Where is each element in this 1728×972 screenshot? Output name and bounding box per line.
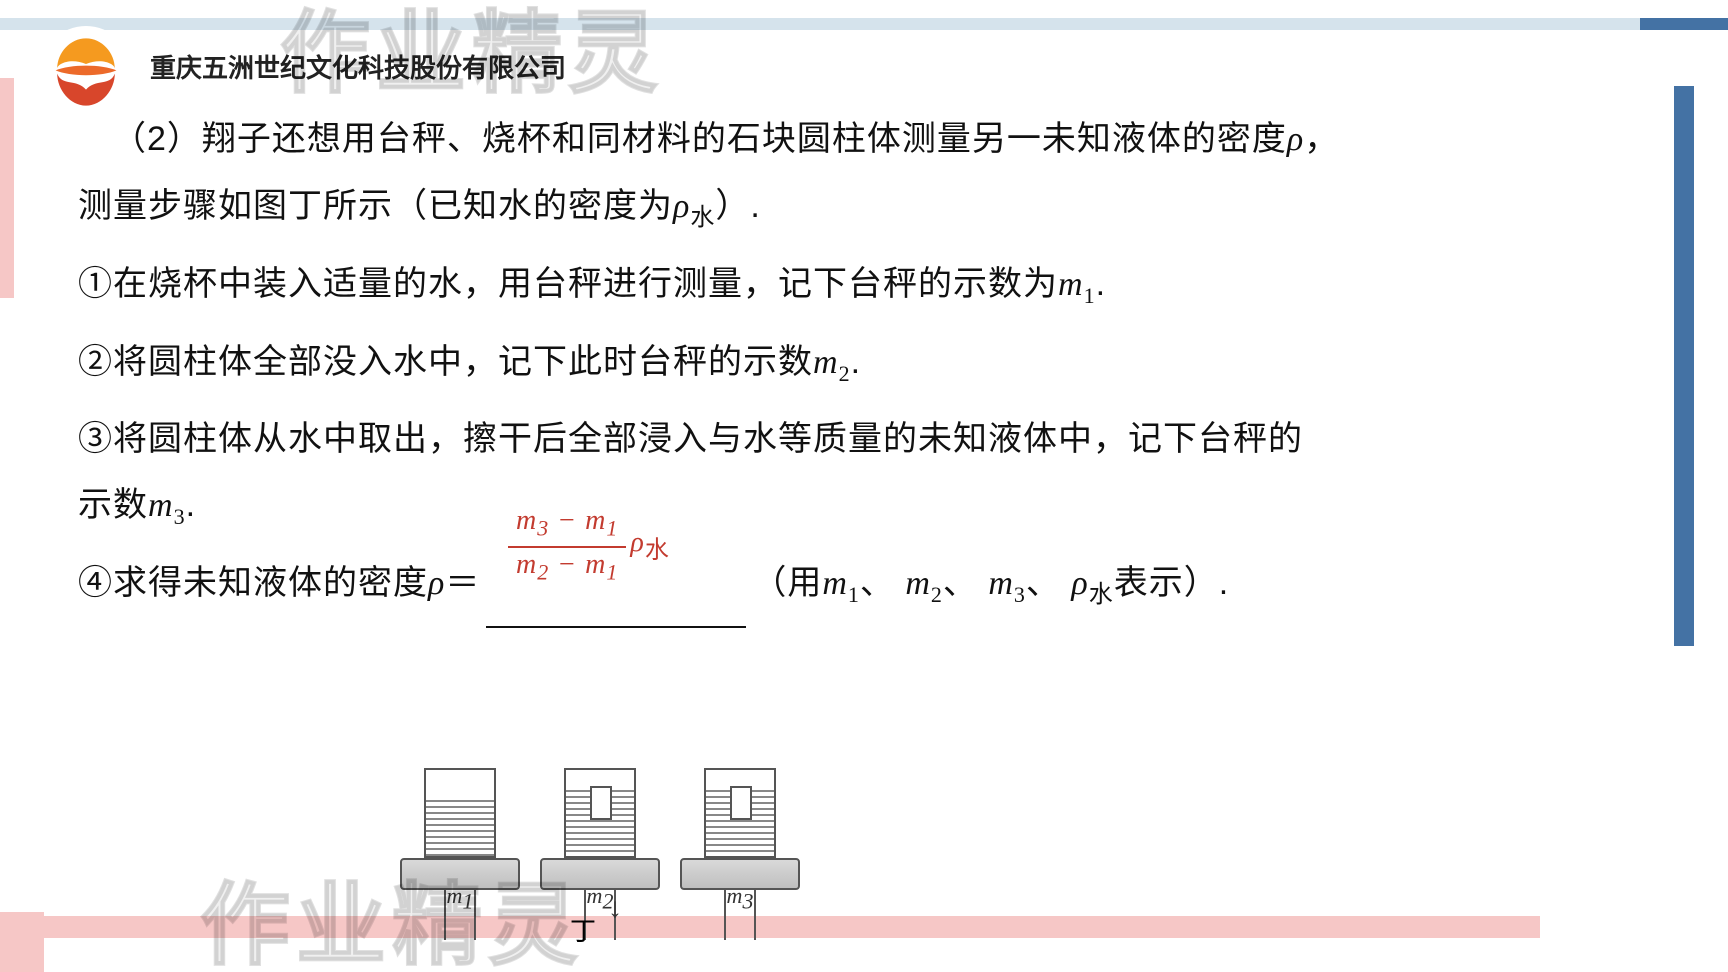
step-1: ①在烧杯中装入适量的水，用台秤进行测量，记下台秤的示数为m1. [78,251,1638,329]
arrow-down-icon: ↓ [608,892,622,924]
step-3a: ③将圆柱体从水中取出，擦干后全部浸入与水等质量的未知液体中，记下台秤的 [78,406,1638,472]
header-rule [0,18,1640,30]
intro-line-2: 测量步骤如图丁所示（已知水的密度为ρ水）. [78,173,1638,251]
step-4: ④求得未知液体的密度ρ＝（用m1、 m2、 m3、 ρ水表示）. m3 − m1… [78,550,1638,628]
answer-fraction: m3 − m1 m2 − m1 [508,506,626,587]
header-rule-accent [1640,18,1728,30]
experiment-diagram: m1 m2 m3 ↓ 丁 [400,690,820,920]
slide: 重庆五洲世纪文化科技股份有限公司 作业精灵 （2）翔子还想用台秤、烧杯和同材料的… [0,0,1728,972]
cylinder-icon [590,786,612,820]
answer-formula: m3 − m1 m2 − m1 ρ水 [508,506,670,587]
problem-number: （2） [112,120,202,158]
cylinder-icon [730,786,752,820]
company-logo [40,26,132,118]
diagram-label-ding: 丁 [570,911,596,948]
header: 重庆五洲世纪文化科技股份有限公司 [0,18,1728,74]
step-2: ②将圆柱体全部没入水中，记下此时台秤的示数m2. [78,329,1638,407]
company-name: 重庆五洲世纪文化科技股份有限公司 [150,48,566,85]
answer-blank [486,584,746,628]
content: （2）翔子还想用台秤、烧杯和同材料的石块圆柱体测量另一未知液体的密度ρ， 测量步… [78,106,1638,628]
decor-left-top [0,78,14,298]
logo-icon [46,32,126,112]
step-3b: 示数m3. [78,472,1638,550]
decor-left-bottom [0,912,44,972]
decor-right [1674,86,1694,646]
intro-line-1: （2）翔子还想用台秤、烧杯和同材料的石块圆柱体测量另一未知液体的密度ρ， [78,106,1638,173]
